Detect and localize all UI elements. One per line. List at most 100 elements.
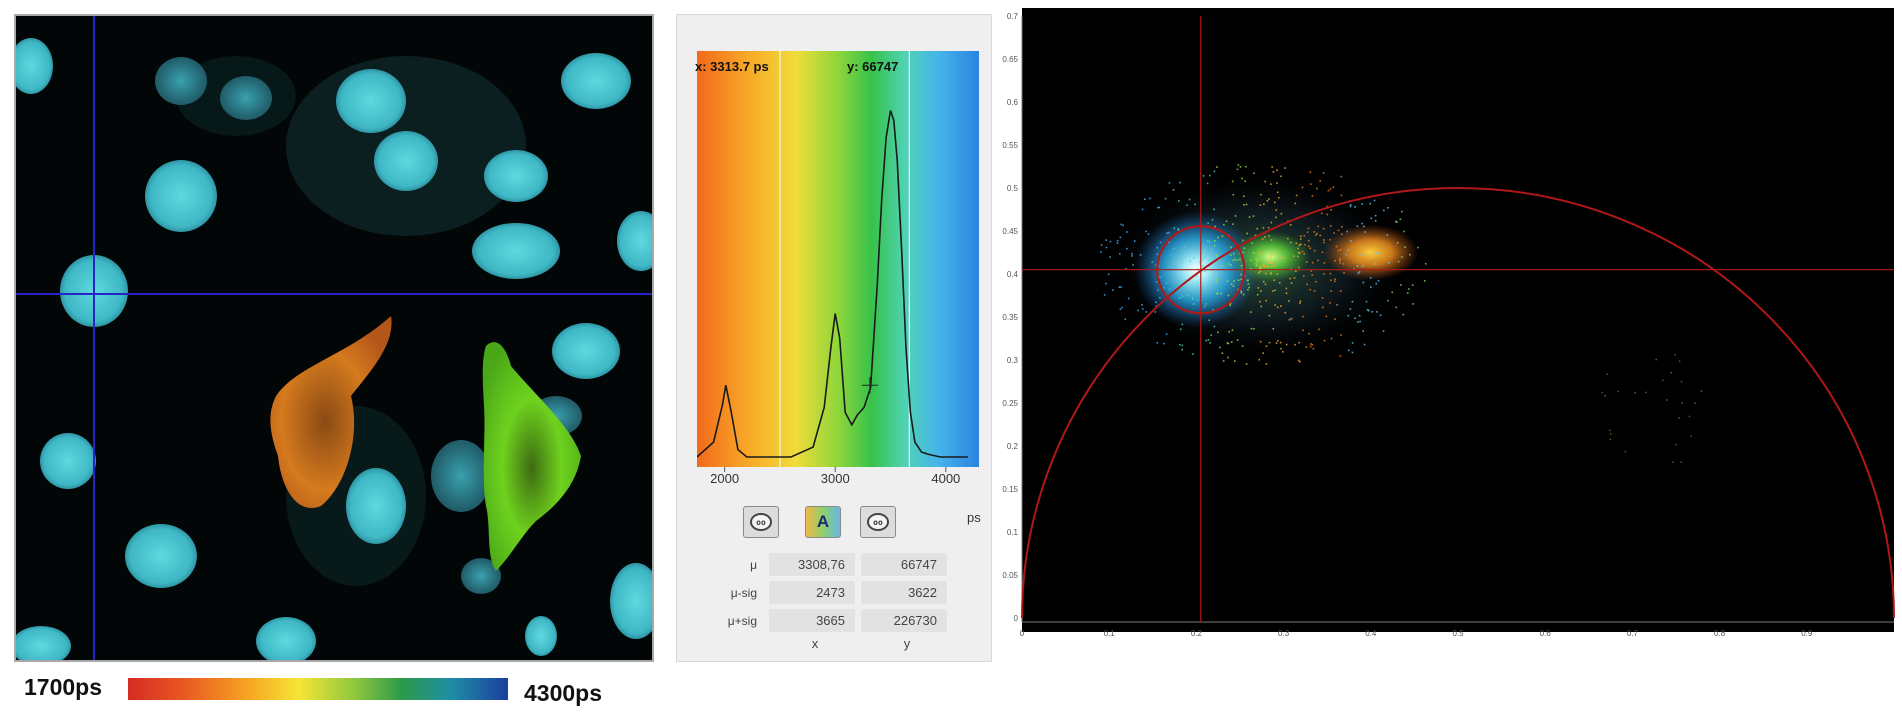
scatter-point xyxy=(1241,345,1244,347)
scatter-point xyxy=(1166,232,1169,234)
y-tick-label: 0.7 xyxy=(1007,12,1019,21)
scatter-point xyxy=(1280,212,1283,215)
scatter-point xyxy=(1227,356,1229,359)
stats-value-x: 3308,76 xyxy=(769,553,855,576)
scatter-point xyxy=(1119,252,1121,255)
scatter-point xyxy=(1112,289,1114,291)
y-tick-label: 0.05 xyxy=(1002,571,1018,580)
scatter-point xyxy=(1354,317,1356,320)
scatter-point xyxy=(1267,261,1269,264)
scatter-point xyxy=(1688,415,1691,418)
scatter-point xyxy=(1137,309,1139,312)
scatter-point xyxy=(1242,251,1245,254)
scatter-point xyxy=(1351,300,1354,303)
scatter-point xyxy=(1253,327,1255,330)
scatter-point xyxy=(1311,343,1314,346)
scatter-point xyxy=(1329,238,1332,241)
x-tick-label: 0.7 xyxy=(1627,629,1639,638)
scatter-point xyxy=(1386,234,1389,236)
x-tick-label: 0.9 xyxy=(1801,629,1813,638)
scatter-point xyxy=(1259,251,1262,254)
scatter-point xyxy=(1243,247,1246,250)
color-scale-button[interactable]: A xyxy=(805,506,841,538)
x-tick-label: 0.4 xyxy=(1365,629,1377,638)
lifetime-histogram[interactable]: 2000 3000 4000 xyxy=(697,51,979,483)
phasor-plot[interactable]: 0 0.05 0.1 0.15 0.2 0.25 0.3 0.35 0.4 0.45 0.5 0.55… xyxy=(1000,8,1896,640)
scatter-point xyxy=(1340,194,1343,197)
nucleus xyxy=(525,616,557,656)
scatter-point xyxy=(1412,303,1414,305)
scatter-point xyxy=(1690,435,1692,438)
scatter-point xyxy=(1269,261,1271,264)
scatter-point xyxy=(1126,247,1128,250)
scatter-point xyxy=(1308,332,1310,335)
scatter-point xyxy=(1334,318,1336,320)
scatter-point xyxy=(1417,246,1419,249)
zoom-out-button[interactable]: oo xyxy=(743,506,779,538)
scatter-point xyxy=(1229,302,1232,305)
scatter-point xyxy=(1156,246,1159,249)
scatter-point xyxy=(1370,217,1373,220)
scatter-point xyxy=(1406,292,1409,294)
scatter-point xyxy=(1276,273,1279,275)
statistics-table: μ 3308,76 66747 μ-sig 2473 3622 μ+sig 36… xyxy=(699,552,979,654)
scatter-point xyxy=(1131,255,1133,257)
scatter-point xyxy=(1321,251,1324,254)
scatter-point xyxy=(1255,258,1257,260)
scatter-point xyxy=(1346,230,1348,233)
flim-image[interactable] xyxy=(16,16,652,660)
scatter-point xyxy=(1294,202,1297,205)
scatter-point xyxy=(1149,197,1151,200)
scatter-point xyxy=(1213,208,1215,211)
scatter-point xyxy=(1285,292,1288,295)
scatter-point xyxy=(1397,260,1400,263)
scatter-point xyxy=(1326,213,1329,216)
scatter-point xyxy=(1382,330,1385,332)
scatter-point xyxy=(1260,266,1262,269)
scatter-point xyxy=(1168,288,1171,291)
x-tick-label: 0.5 xyxy=(1452,629,1464,638)
nucleus xyxy=(336,69,406,133)
scatter-point xyxy=(1250,259,1252,262)
stats-label: μ+sig xyxy=(727,613,757,628)
scatter-point xyxy=(1237,288,1240,291)
scatter-point xyxy=(1172,275,1175,277)
scatter-point xyxy=(1155,301,1157,304)
scatter-point xyxy=(1411,284,1414,286)
scatter-point xyxy=(1230,246,1232,249)
scatter-point xyxy=(1288,318,1291,321)
scatter-point xyxy=(1310,183,1312,185)
histogram-unit-label: ps xyxy=(967,510,981,525)
scatter-point xyxy=(1361,253,1364,256)
scatter-point xyxy=(1403,230,1405,233)
scatter-point xyxy=(1379,314,1382,317)
scatter-point xyxy=(1265,363,1268,365)
scatter-point xyxy=(1323,273,1325,275)
scatter-point xyxy=(1361,265,1364,267)
scatter-point xyxy=(1404,246,1406,248)
scatter-point xyxy=(1275,216,1277,219)
lifetime-color-scale: 1700ps 4300ps xyxy=(0,668,660,708)
scatter-point xyxy=(1233,280,1235,282)
scatter-point xyxy=(1335,245,1338,248)
scatter-point xyxy=(1680,461,1683,463)
scatter-point xyxy=(1333,280,1336,283)
stats-col-x: x xyxy=(811,636,819,651)
scatter-point xyxy=(1345,253,1347,256)
zoom-in-button[interactable]: oo xyxy=(860,506,896,538)
zoom-in-icon: oo xyxy=(867,513,889,531)
scatter-point xyxy=(1167,241,1170,244)
scatter-point xyxy=(1255,264,1258,267)
scatter-point xyxy=(1269,256,1272,258)
scatter-point xyxy=(1396,242,1399,244)
scatter-point xyxy=(1306,231,1309,233)
scatter-point xyxy=(1232,285,1235,287)
flim-image-panel[interactable] xyxy=(14,14,654,662)
stats-col-y: y xyxy=(903,636,911,651)
y-tick-label: 0.1 xyxy=(1007,528,1019,537)
scatter-point xyxy=(1157,206,1159,209)
scatter-point xyxy=(1258,253,1260,256)
scatter-point xyxy=(1678,417,1680,419)
scatter-point xyxy=(1674,353,1677,356)
scatter-point xyxy=(1260,193,1262,196)
